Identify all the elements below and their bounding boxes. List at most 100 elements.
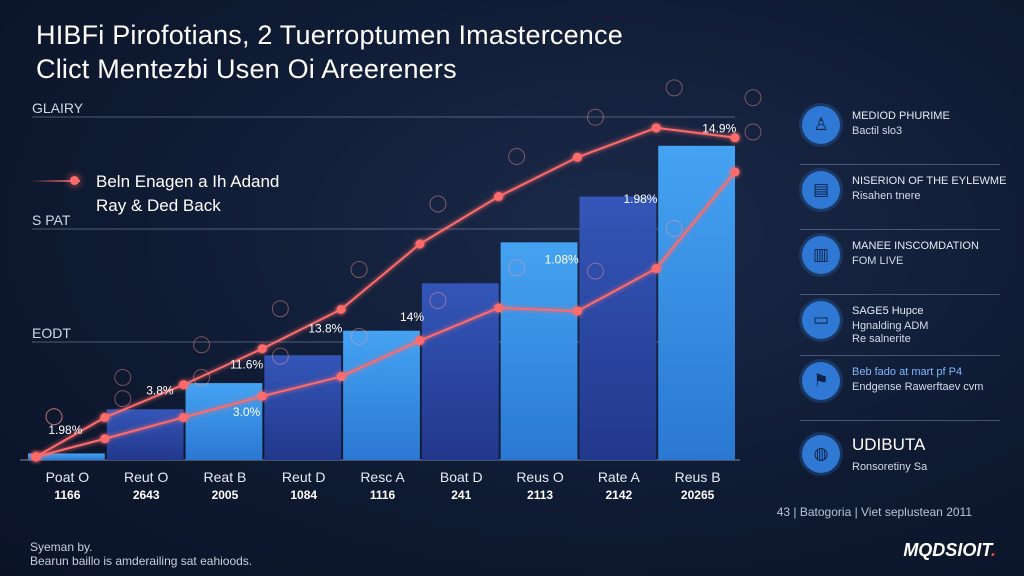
sidebar-item-title: NISERION OF THE EYLEWME: [852, 175, 1007, 187]
band-label-middle: S PAT: [32, 212, 71, 228]
monitor-icon: ▭: [802, 301, 840, 339]
building-icon: ▥: [802, 236, 840, 274]
data-label: 13.8%: [308, 321, 342, 335]
x-tick-label: Reus O: [516, 469, 564, 485]
x-tick-label: Reut O: [124, 469, 168, 485]
marker-ring: [665, 220, 683, 238]
line-point: [494, 303, 504, 313]
x-tick-code: 1166: [54, 488, 80, 502]
marker-ring: [350, 328, 368, 346]
marker-ring: [586, 262, 604, 280]
bar: [28, 453, 105, 460]
sidebar-item-note: Re salnerite: [852, 333, 911, 345]
title-line-2: Clict Mentezbi Usen Oi Areereners: [36, 54, 457, 84]
marker-ring: [45, 408, 63, 426]
bar: [500, 242, 578, 460]
data-label: 1.98%: [623, 192, 657, 206]
x-tick-label: Reut D: [282, 469, 326, 485]
line-point: [572, 152, 582, 162]
series-line-lower: [35, 171, 736, 458]
x-tick-label: Poat O: [46, 469, 90, 485]
line-point: [651, 264, 661, 274]
chart-title: HIBFi Pirofotians, 2 Tuerroptumen Imaste…: [36, 18, 623, 86]
line-point: [336, 304, 346, 314]
line-point: [494, 192, 504, 202]
sidebar-list: ♙ MEDIOD PHURIME Bactil slo3 ▤ NISERION …: [800, 100, 1006, 485]
logo-dot: .: [990, 540, 996, 560]
sidebar-item-subtitle: Hgnalding ADM: [852, 320, 929, 332]
marker-ring: [665, 79, 683, 97]
band-label-top: GLAIRY: [32, 100, 84, 116]
sidebar-item-1: ♙ MEDIOD PHURIME Bactil slo3: [800, 100, 1000, 165]
x-tick-code: 1116: [370, 488, 396, 502]
band-label-lower: EODT: [32, 325, 71, 341]
marker-ring: [114, 390, 132, 408]
marker-ring: [508, 259, 526, 277]
legend-dot-swatch: [70, 176, 79, 185]
sidebar-item-title: Beb fado at mart pf P4: [852, 366, 963, 378]
series-line-upper: [35, 126, 736, 458]
marker-ring: [193, 336, 211, 354]
chart-icon: ▤: [802, 171, 840, 209]
line-point: [336, 372, 346, 382]
marker-ring: [744, 89, 762, 107]
line-point: [257, 391, 267, 401]
sidebar-item-subtitle: Ronsoretiny Sa: [852, 461, 928, 473]
sidebar-item-6: ◍ UDIBUTA Ronsoretiny Sa: [800, 421, 1000, 485]
data-label: 11.6%: [230, 357, 263, 371]
line-point: [100, 434, 110, 444]
x-tick-label: Reus B: [675, 469, 721, 485]
footer: Syeman by. Bearun baillo is amderailing …: [30, 540, 252, 568]
sidebar-item-subtitle: FOM LIVE: [852, 255, 904, 267]
legend-text-2: Ray & Ded Back: [96, 196, 221, 215]
data-label: 3.8%: [146, 384, 174, 398]
bar: [421, 283, 499, 460]
x-tick-label: Rate A: [598, 469, 641, 485]
footer-line-1: Syeman by.: [30, 540, 93, 554]
line-point: [730, 167, 740, 177]
legend-line-swatch: [30, 180, 80, 182]
x-tick-label: Boat D: [440, 469, 483, 485]
marker-ring: [744, 123, 762, 141]
logo-text: MQDSIOIT: [903, 540, 991, 560]
marker-ring: [586, 108, 604, 126]
sidebar-item-4: ▭ SAGE5 Hupce Hgnalding ADM Re salnerite: [800, 295, 1000, 356]
data-label: 14.9%: [702, 122, 736, 136]
sidebar-item-subtitle: Bactil slo3: [852, 125, 903, 137]
title-line-1: HIBFi Pirofotians, 2 Tuerroptumen Imaste…: [36, 20, 623, 50]
data-label: 14%: [400, 310, 424, 324]
sidebar-item-title: SAGE5 Hupce: [852, 305, 924, 317]
line-point: [415, 336, 425, 346]
line-point: [31, 452, 41, 462]
line-point: [651, 123, 661, 133]
brand-logo[interactable]: MQDSIOIT.: [903, 540, 996, 561]
sidebar-item-3: ▥ MANEE INSCOMDATION FOM LIVE: [800, 230, 1000, 295]
line-point: [179, 412, 189, 422]
person-icon: ♙: [802, 106, 840, 144]
data-label: 1.08%: [545, 253, 579, 267]
bar: [264, 355, 342, 460]
line-point: [572, 306, 582, 316]
marker-ring: [114, 368, 132, 386]
x-tick-label: Reat B: [204, 469, 247, 485]
line-point: [100, 412, 110, 422]
source-note: 43 | Batogoria | Viet seplustean 2011: [776, 505, 972, 519]
sidebar-item-title: MEDIOD PHURIME: [852, 110, 950, 122]
sidebar-item-5: ⚑ Beb fado at mart pf P4 Endgense Rawerf…: [800, 356, 1000, 421]
x-tick-code: 241: [451, 488, 471, 502]
legend: Beln Enagen a Ih Adand Ray & Ded Back: [96, 170, 279, 218]
line-point: [257, 344, 267, 354]
globe-icon: ◍: [802, 435, 840, 473]
bar: [579, 196, 657, 460]
x-tick-code: 2005: [212, 488, 239, 502]
bar: [343, 330, 420, 460]
footer-line-2: Bearun baillo is amderailing sat eahiood…: [30, 554, 253, 568]
sidebar-item-subtitle: Endgense Rawerftaev cvm: [852, 381, 984, 393]
data-label: 3.0%: [233, 405, 261, 419]
x-tick-label: Resc A: [360, 469, 405, 485]
x-tick-code: 1084: [290, 488, 317, 502]
data-label: 1.98%: [48, 423, 82, 437]
line-point: [730, 133, 740, 143]
marker-ring: [45, 408, 63, 426]
